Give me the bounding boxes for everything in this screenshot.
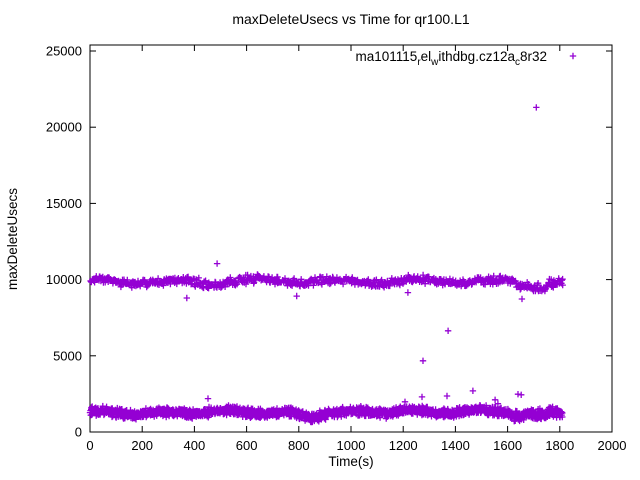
- y-tick-label: 25000: [46, 44, 82, 59]
- x-tick-label: 400: [184, 438, 206, 453]
- scatter-points: [86, 104, 566, 426]
- x-tick-label: 1400: [441, 438, 470, 453]
- legend-marker-plus-icon: [569, 52, 577, 60]
- legend: ma101115relwithdbg.cz12ac8r32: [356, 49, 577, 68]
- x-tick-label: 1200: [389, 438, 418, 453]
- legend-label: ma101115relwithdbg.cz12ac8r32: [356, 49, 548, 68]
- x-tick-labels: 0 200 400 600 800 1000 1200 1400 1600 1800 2000: [86, 438, 626, 453]
- axis-ticks: [89, 45, 613, 433]
- x-axis-label: Time(s): [328, 454, 373, 469]
- x-tick-label: 1800: [545, 438, 574, 453]
- data-points-path: [86, 104, 566, 426]
- x-tick-label: 200: [131, 438, 153, 453]
- x-tick-label: 2000: [598, 438, 627, 453]
- x-tick-label: 1600: [493, 438, 522, 453]
- x-tick-label: 600: [236, 438, 258, 453]
- y-axis-label: maxDeleteUsecs: [5, 188, 20, 290]
- x-tick-label: 800: [288, 438, 310, 453]
- y-tick-labels: 0 5000 10000 15000 20000 25000: [46, 44, 82, 440]
- y-tick-label: 5000: [53, 348, 82, 363]
- plot-border: [89, 44, 613, 433]
- y-tick-label: 10000: [46, 272, 82, 287]
- y-tick-label: 20000: [46, 120, 82, 135]
- x-tick-label: 0: [86, 438, 93, 453]
- y-tick-label: 0: [75, 425, 82, 440]
- x-tick-label: 1000: [337, 438, 366, 453]
- chart-title: maxDeleteUsecs vs Time for qr100.L1: [232, 11, 470, 27]
- y-tick-label: 15000: [46, 196, 82, 211]
